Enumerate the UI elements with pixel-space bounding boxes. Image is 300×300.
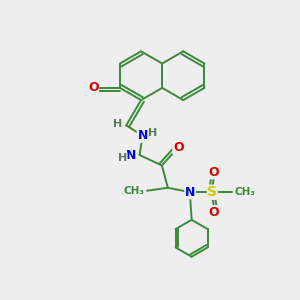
Text: H: H — [113, 119, 122, 129]
Text: CH₃: CH₃ — [234, 187, 255, 197]
Text: O: O — [173, 140, 184, 154]
Text: O: O — [208, 206, 219, 219]
Text: N: N — [126, 148, 136, 162]
Text: H: H — [148, 128, 158, 138]
Text: O: O — [208, 166, 219, 179]
Text: N: N — [185, 186, 195, 199]
Text: O: O — [88, 81, 98, 94]
Text: N: N — [137, 129, 148, 142]
Text: H: H — [118, 153, 127, 163]
Text: CH₃: CH₃ — [123, 186, 144, 196]
Text: S: S — [207, 185, 218, 199]
